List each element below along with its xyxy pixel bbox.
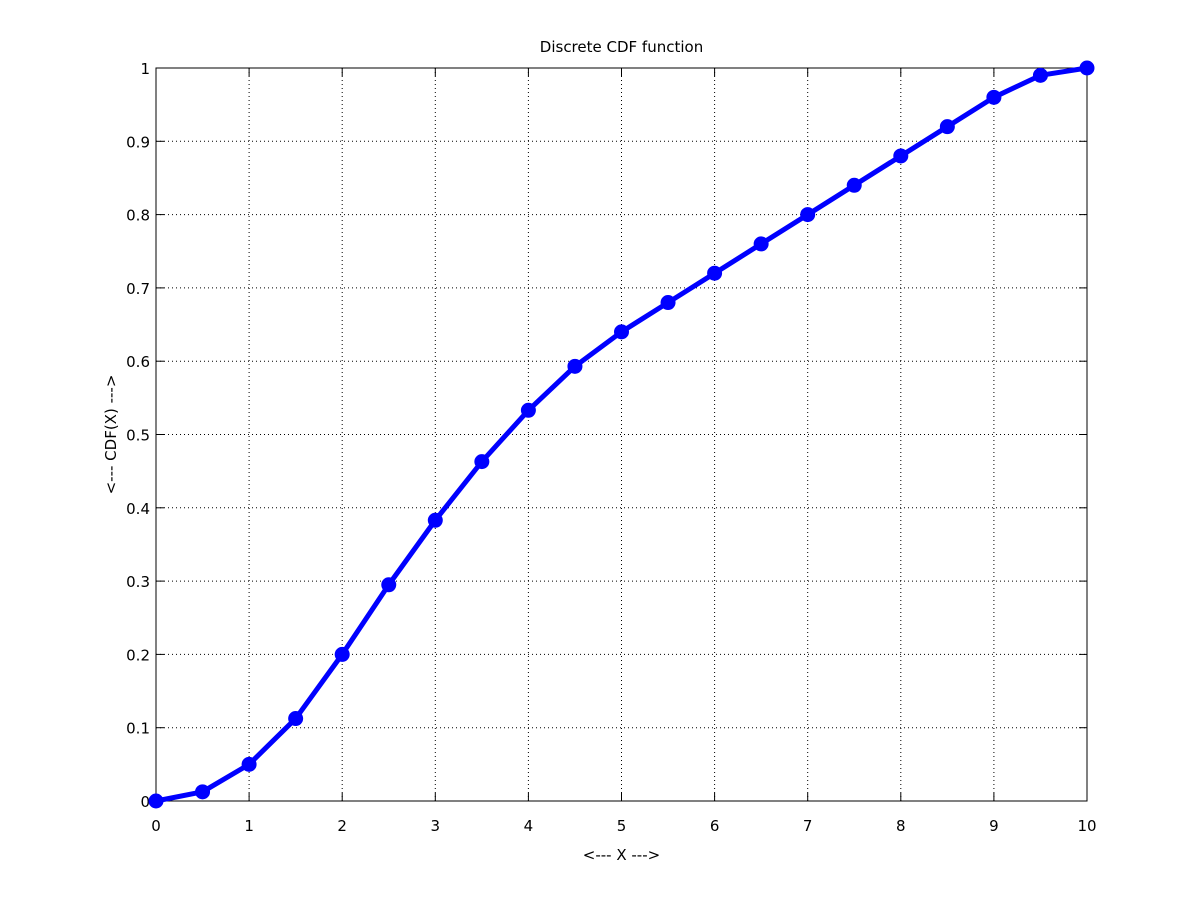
chart-title: Discrete CDF function [540, 38, 703, 56]
data-point-marker [939, 119, 955, 135]
data-point-marker [660, 295, 676, 311]
x-tick-label: 8 [896, 817, 906, 835]
data-point-marker [288, 711, 304, 727]
y-tick-label: 0 [140, 793, 150, 811]
series-layer [148, 60, 1095, 809]
data-point-marker [567, 358, 583, 374]
y-tick-label: 0.2 [126, 646, 150, 664]
y-tick-label: 0.1 [126, 720, 150, 738]
data-point-marker [893, 148, 909, 164]
y-tick-label: 0.3 [126, 573, 150, 591]
y-tick-label: 0.4 [126, 500, 150, 518]
data-point-marker [520, 402, 536, 418]
data-point-marker [986, 89, 1002, 105]
x-tick-label: 3 [431, 817, 441, 835]
data-point-marker [614, 324, 629, 340]
data-point-marker [800, 207, 816, 223]
data-point-marker [474, 454, 490, 470]
data-point-marker [707, 265, 723, 281]
x-tick-label: 1 [244, 817, 254, 835]
y-axis-label: <--- CDF(X) ---> [102, 375, 120, 495]
x-tick-label: 6 [710, 817, 720, 835]
data-point-marker [334, 646, 350, 662]
x-tick-label: 5 [617, 817, 627, 835]
y-tick-label: 0.5 [126, 427, 150, 445]
x-tick-label: 7 [803, 817, 813, 835]
x-tick-label: 9 [989, 817, 999, 835]
data-point-marker [1079, 60, 1095, 76]
axis-ticks: 0 1 2 3 4 5 6 7 8 9 10 0 0.1 0.2 0.3 0.4 0.5 0.6 0.7 0.8 0.9… [126, 60, 1096, 835]
data-point-marker [846, 177, 862, 193]
x-tick-label: 0 [151, 817, 161, 835]
y-tick-label: 0.9 [126, 133, 150, 151]
x-tick-label: 4 [524, 817, 534, 835]
data-point-marker [427, 512, 443, 528]
y-tick-label: 0.6 [126, 353, 150, 371]
y-tick-label: 0.8 [126, 207, 150, 225]
data-point-marker [148, 793, 164, 809]
data-point-marker [1032, 67, 1048, 83]
x-axis-label: <--- X ---> [583, 846, 660, 864]
data-point-marker [195, 784, 211, 800]
data-point-marker [381, 577, 397, 593]
data-point-marker [753, 236, 769, 252]
y-tick-label: 0.7 [126, 280, 150, 298]
x-tick-label: 2 [337, 817, 347, 835]
y-tick-label: 1 [140, 60, 150, 78]
x-tick-label: 10 [1077, 817, 1096, 835]
data-point-marker [241, 756, 257, 772]
